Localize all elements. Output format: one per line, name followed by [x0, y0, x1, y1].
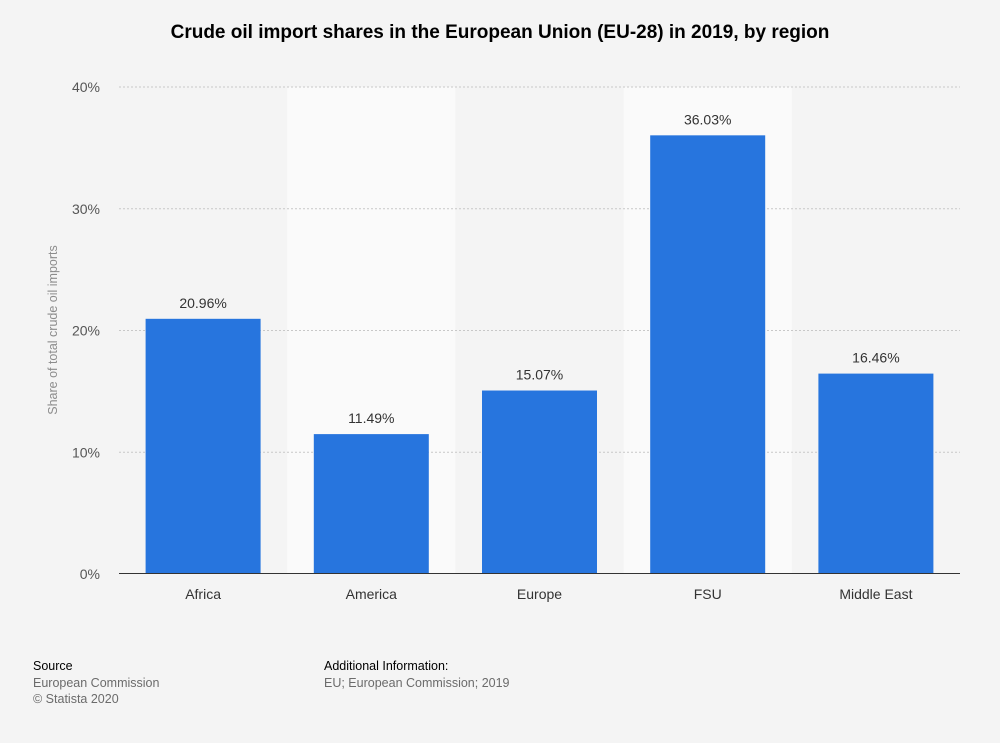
x-tick-label: America	[346, 586, 398, 602]
source-block: Source European Commission © Statista 20…	[33, 658, 159, 708]
x-tick-label: Africa	[185, 586, 221, 602]
copyright: © Statista 2020	[33, 692, 119, 706]
data-label: 16.46%	[852, 350, 899, 366]
chart-title: Crude oil import shares in the European …	[170, 22, 830, 43]
source-name: European Commission	[33, 675, 160, 690]
bars	[145, 135, 934, 574]
y-tick-label: 40%	[72, 79, 100, 95]
x-tick-label: Middle East	[839, 586, 912, 602]
data-label: 36.03%	[684, 111, 731, 127]
source-heading: Source	[33, 659, 73, 673]
data-label: 15.07%	[516, 367, 563, 383]
y-axis-label: Share of total crude oil imports	[46, 245, 60, 415]
y-tick-label: 30%	[72, 201, 100, 217]
info-text: EU; European Commission; 2019	[324, 675, 510, 690]
bar	[650, 135, 766, 574]
bar	[313, 434, 429, 574]
y-tick-label: 10%	[72, 444, 100, 460]
y-axis-ticks: 0% 10% 20% 30% 40%	[72, 79, 100, 582]
info-heading: Additional Information:	[324, 659, 449, 673]
bar	[482, 390, 597, 574]
y-tick-label: 0%	[80, 566, 100, 582]
bar	[145, 318, 261, 574]
x-axis-ticks: Africa America Europe FSU Middle East	[185, 586, 912, 602]
x-tick-label: FSU	[694, 586, 722, 602]
data-label: 11.49%	[348, 410, 394, 426]
additional-info-block: Additional Information: EU; European Com…	[324, 658, 510, 691]
data-label: 20.96%	[179, 295, 226, 311]
y-tick-label: 20%	[72, 323, 100, 339]
data-labels: 20.96% 11.49% 15.07% 36.03% 16.46%	[179, 111, 899, 426]
bar	[818, 373, 934, 574]
x-tick-label: Europe	[517, 586, 562, 602]
